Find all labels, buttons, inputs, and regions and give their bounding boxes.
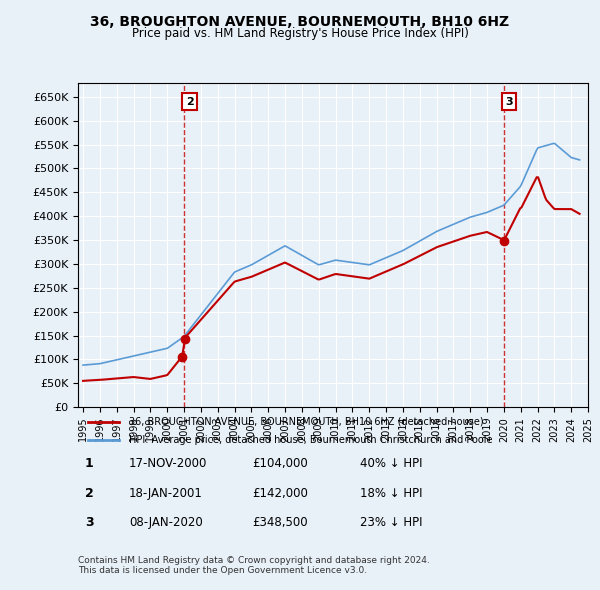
Text: £104,000: £104,000 xyxy=(252,457,308,470)
Text: 23% ↓ HPI: 23% ↓ HPI xyxy=(360,516,422,529)
Text: 3: 3 xyxy=(85,516,94,529)
Text: 2: 2 xyxy=(186,97,193,107)
Text: 08-JAN-2020: 08-JAN-2020 xyxy=(129,516,203,529)
Text: 3: 3 xyxy=(506,97,513,107)
Text: Contains HM Land Registry data © Crown copyright and database right 2024.
This d: Contains HM Land Registry data © Crown c… xyxy=(78,556,430,575)
Text: 1: 1 xyxy=(85,457,94,470)
Text: £142,000: £142,000 xyxy=(252,487,308,500)
Text: 17-NOV-2000: 17-NOV-2000 xyxy=(129,457,208,470)
Text: £348,500: £348,500 xyxy=(252,516,308,529)
Text: HPI: Average price, detached house, Bournemouth Christchurch and Poole: HPI: Average price, detached house, Bour… xyxy=(129,435,493,445)
Text: 18-JAN-2001: 18-JAN-2001 xyxy=(129,487,203,500)
Text: 36, BROUGHTON AVENUE, BOURNEMOUTH, BH10 6HZ: 36, BROUGHTON AVENUE, BOURNEMOUTH, BH10 … xyxy=(91,15,509,29)
Text: Price paid vs. HM Land Registry's House Price Index (HPI): Price paid vs. HM Land Registry's House … xyxy=(131,27,469,40)
Text: 2: 2 xyxy=(85,487,94,500)
Text: 18% ↓ HPI: 18% ↓ HPI xyxy=(360,487,422,500)
Text: 40% ↓ HPI: 40% ↓ HPI xyxy=(360,457,422,470)
Text: 36, BROUGHTON AVENUE, BOURNEMOUTH, BH10 6HZ (detached house): 36, BROUGHTON AVENUE, BOURNEMOUTH, BH10 … xyxy=(129,417,484,427)
